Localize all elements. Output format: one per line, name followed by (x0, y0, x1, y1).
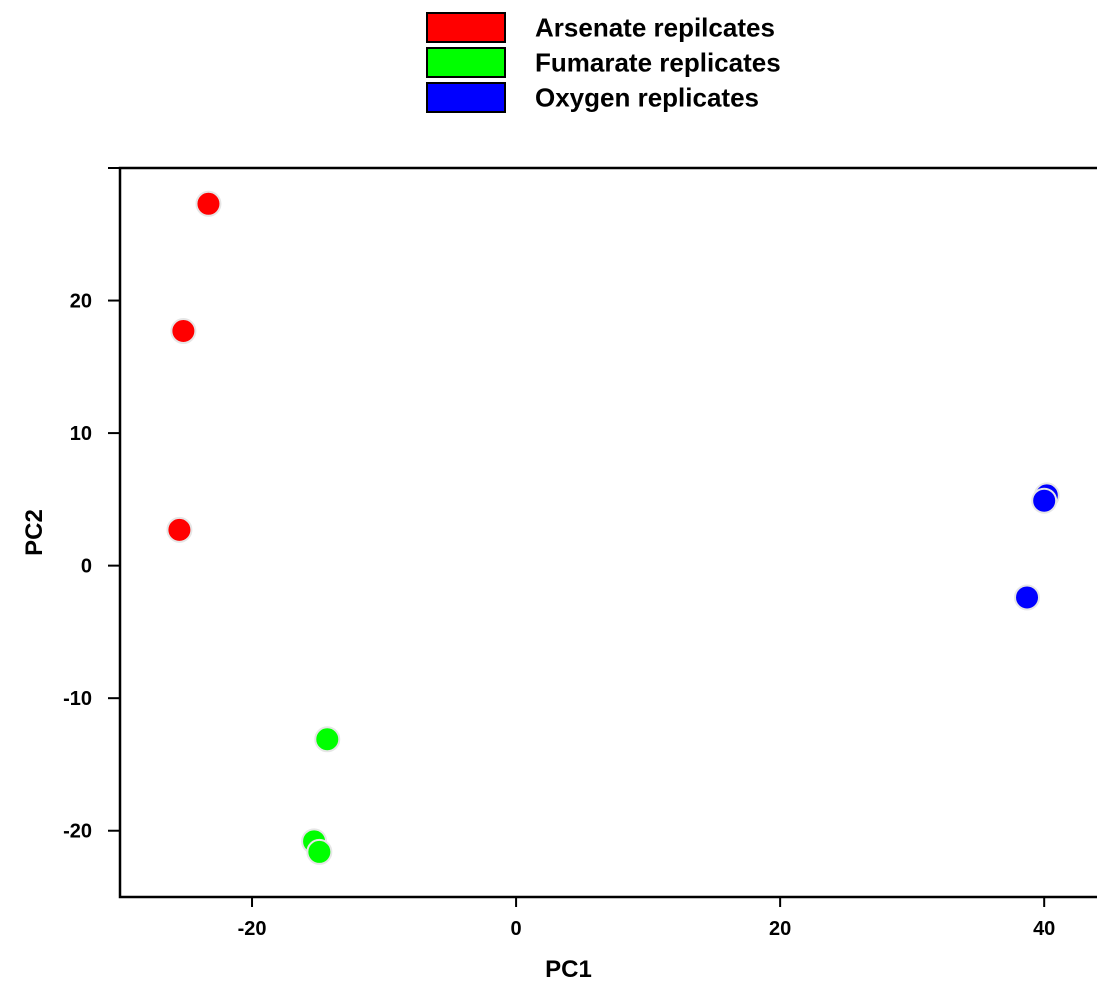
data-point (1031, 487, 1058, 514)
data-point (170, 318, 197, 345)
data-point (314, 726, 341, 753)
data-point (166, 516, 193, 543)
plot-frame (118, 166, 1097, 899)
legend-swatch (426, 82, 506, 113)
x-axis: -20 0 20 40 (238, 897, 1055, 940)
x-tick-label: 40 (1033, 918, 1055, 940)
data-point (1014, 584, 1041, 611)
x-tick-label: 20 (769, 918, 791, 940)
y-tick-label: -10 (63, 688, 92, 710)
data-points (166, 190, 1060, 865)
y-axis-title: PC2 (21, 509, 48, 556)
legend-swatch (426, 47, 506, 78)
legend-swatch (426, 12, 506, 43)
y-tick-label: 20 (70, 291, 92, 313)
legend-label: Oxygen replicates (535, 83, 759, 113)
legend: Arsenate repilcates Fumarate replicates Ox… (426, 12, 781, 113)
y-tick-label: -20 (63, 821, 92, 843)
legend-label: Fumarate replicates (535, 48, 781, 78)
y-tick-label: 10 (70, 423, 92, 445)
y-axis: -20 -10 0 10 20 (63, 167, 120, 843)
y-tick-label: 0 (81, 556, 92, 578)
legend-label: Arsenate repilcates (535, 13, 775, 43)
x-tick-label: -20 (238, 918, 267, 940)
data-point (306, 838, 333, 865)
x-tick-label: 0 (511, 918, 522, 940)
data-point (195, 190, 222, 217)
x-axis-title: PC1 (545, 956, 592, 983)
